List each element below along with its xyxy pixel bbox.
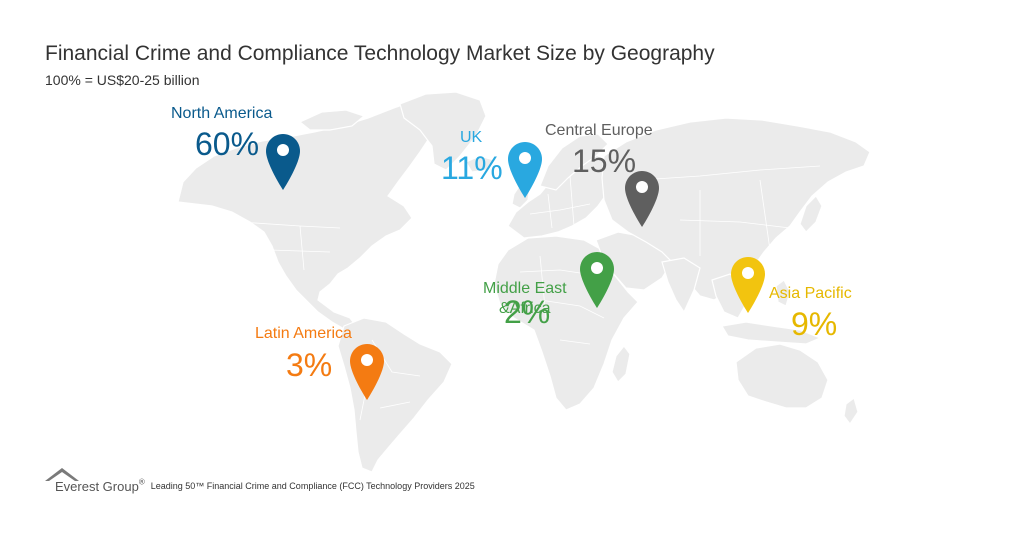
scandinavia-landmass — [539, 133, 609, 191]
brand-name: Everest Group — [55, 479, 139, 494]
region-pct-uk: 11% — [441, 150, 503, 186]
region-name-latin-america: Latin America — [255, 325, 352, 342]
arctic-islands-landmass — [298, 109, 366, 131]
label-asia-pacific: Asia Pacific — [769, 286, 852, 302]
pct-middle-east-africa: 2% — [504, 296, 550, 328]
map-pin-icon-asia-pacific — [731, 257, 765, 313]
asia-landmass — [601, 117, 871, 301]
pct-uk: 11% — [441, 152, 503, 184]
label-central-europe: Central Europe — [545, 123, 653, 139]
region-pct-north-america: 60% — [195, 126, 260, 162]
region-name-uk: UK — [460, 129, 483, 146]
pct-central-europe: 15% — [572, 145, 636, 177]
region-name-north-america: North America — [171, 105, 273, 122]
map-pin-icon-middle-east-africa — [580, 252, 614, 308]
chart-title: Financial Crime and Compliance Technolog… — [45, 42, 715, 65]
region-name-middle-east-africa: Middle East &Africa — [483, 280, 567, 317]
pin-shape-asia-pacific — [731, 257, 765, 313]
label-north-america: North America — [171, 106, 272, 122]
pin-shape-north-america — [266, 134, 300, 190]
footer: Everest Group® Leading 50™ Financial Cri… — [45, 464, 475, 494]
philippines-landmass — [775, 279, 791, 307]
indonesia-landmass — [721, 321, 822, 345]
map-pin-icon-uk — [508, 142, 542, 198]
madagascar-landmass — [611, 345, 631, 383]
chart-subtitle: 100% = US$20-25 billion — [45, 72, 200, 88]
everest-group-logo: Everest Group® — [45, 466, 145, 494]
label-latin-america: Latin America — [255, 326, 352, 342]
australia-landmass — [735, 343, 829, 409]
region-pct-asia-pacific: 9% — [791, 306, 838, 342]
pin-shape-latin-america — [350, 344, 384, 400]
japan-landmass — [799, 195, 823, 233]
region-pct-middle-east-africa: 2% — [504, 294, 551, 330]
label-uk: UK — [460, 130, 482, 146]
new-zealand-landmass — [843, 396, 859, 426]
pct-latin-america: 3% — [286, 349, 332, 381]
mountain-logo-icon — [45, 468, 79, 481]
iceland-landmass — [465, 155, 495, 173]
label-middle-east-africa: Middle East &Africa — [483, 259, 567, 319]
region-pct-latin-america: 3% — [286, 347, 333, 383]
pin-shape-central-europe — [625, 171, 659, 227]
pct-north-america: 60% — [195, 128, 259, 160]
world-map-land — [177, 91, 871, 473]
pin-shape-uk — [508, 142, 542, 198]
pin-shape-middle-east-africa — [580, 252, 614, 308]
map-pin-icon-central-europe — [625, 171, 659, 227]
footer-caption: Leading 50™ Financial Crime and Complian… — [150, 481, 475, 491]
brand-registered-mark: ® — [138, 477, 145, 487]
map-pin-icon-latin-america — [350, 344, 384, 400]
region-pct-central-europe: 15% — [572, 143, 637, 179]
greenland-landmass — [399, 91, 487, 171]
region-name-central-europe: Central Europe — [545, 122, 653, 139]
map-pin-icon-north-america — [266, 134, 300, 190]
pct-asia-pacific: 9% — [791, 308, 837, 340]
region-name-asia-pacific: Asia Pacific — [769, 285, 852, 302]
india-landmass — [661, 257, 701, 314]
